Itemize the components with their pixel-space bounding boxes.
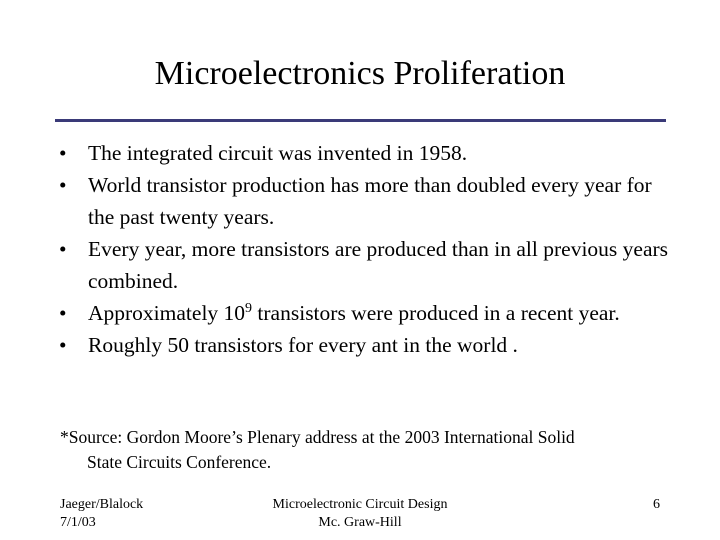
bullet-text-start: Approximately 10 (88, 301, 246, 325)
footer-date: 7/1/03 (60, 515, 96, 530)
source-line-2: State Circuits Conference. (87, 452, 272, 472)
source-line-1: *Source: Gordon Moore’s Plenary address … (60, 427, 575, 447)
footer-author-names: Jaeger/Blalock (60, 497, 144, 512)
bullet-icon: • (59, 141, 67, 165)
footer-page-number: 6 (600, 496, 660, 514)
bullet-icon: • (59, 237, 67, 261)
bullet-item: • Roughly 50 transistors for every ant i… (59, 329, 679, 361)
source-note: *Source: Gordon Moore’s Plenary address … (60, 425, 670, 475)
slide-title: Microelectronics Proliferation (154, 55, 566, 92)
footer-book: Microelectronic Circuit Design Mc. Graw-… (240, 496, 480, 532)
bullet-item: • Approximately 109 transistors were pro… (59, 297, 679, 329)
bullet-item: • Every year, more transistors are produ… (59, 233, 679, 297)
title-divider (55, 119, 666, 122)
bullet-icon: • (59, 301, 67, 325)
bullet-icon: • (59, 333, 67, 357)
bullet-item: • The integrated circuit was invented in… (59, 137, 679, 169)
bullet-text: World transistor production has more tha… (88, 173, 652, 229)
bullet-text: Every year, more transistors are produce… (88, 237, 669, 293)
page-number: 6 (653, 497, 660, 512)
bullet-icon: • (59, 173, 67, 197)
bullet-list: • The integrated circuit was invented in… (59, 137, 679, 361)
bullet-item: • World transistor production has more t… (59, 169, 679, 233)
footer-book-title: Microelectronic Circuit Design (272, 497, 448, 512)
bullet-text: The integrated circuit was invented in 1… (88, 141, 468, 165)
bullet-text: Roughly 50 transistors for every ant in … (88, 333, 518, 357)
bullet-text-end: transistors were produced in a recent ye… (252, 301, 620, 325)
exponent: 9 (245, 301, 253, 316)
footer-authors: Jaeger/Blalock 7/1/03 (60, 496, 143, 532)
footer-publisher: Mc. Graw-Hill (318, 515, 402, 530)
